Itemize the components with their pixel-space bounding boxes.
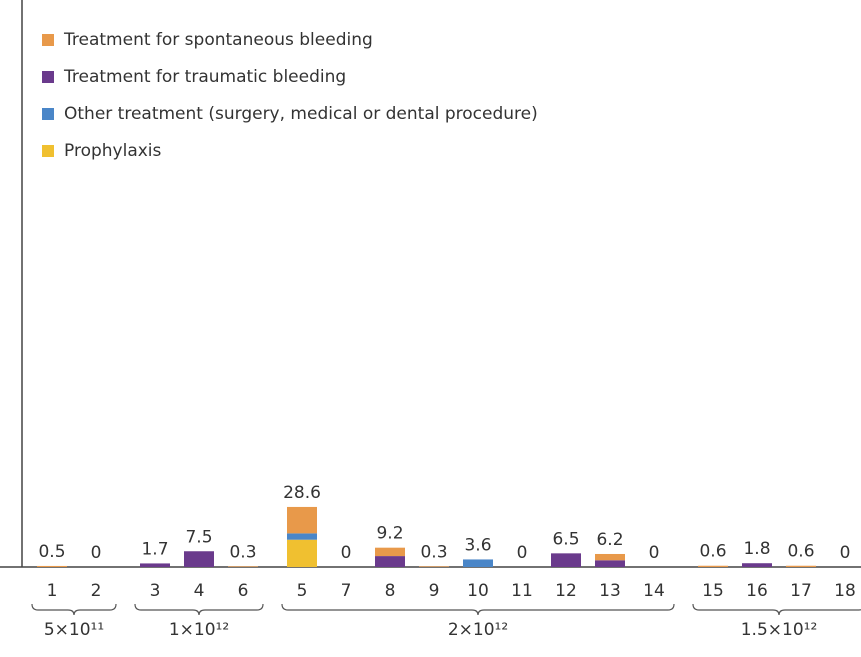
x-tick-label: 13: [599, 581, 621, 601]
legend-swatch: [42, 145, 54, 157]
data-label: 3.6: [464, 535, 491, 555]
x-tick-label: 3: [150, 581, 161, 601]
bar-segment: [287, 539, 317, 567]
legend-swatch: [42, 108, 54, 120]
group-label: 5×10¹¹: [44, 620, 104, 640]
bar-segment: [375, 556, 405, 567]
x-tick-label: 15: [702, 581, 724, 601]
x-tick-label: 9: [429, 581, 440, 601]
data-label: 0: [649, 543, 660, 563]
group-bracket: [134, 603, 264, 616]
x-tick-label: 4: [194, 581, 205, 601]
bar-segment: [287, 533, 317, 540]
bar-segment: [698, 565, 728, 567]
legend-label: Other treatment (surgery, medical or den…: [64, 104, 538, 124]
data-label: 0.6: [787, 542, 814, 562]
data-label: 0: [91, 543, 102, 563]
data-label: 0: [840, 543, 851, 563]
bar-segment: [419, 566, 449, 567]
data-label: 0.6: [699, 542, 726, 562]
x-tick-label: 11: [511, 581, 533, 601]
x-tick-label: 10: [467, 581, 489, 601]
bar-segment: [742, 563, 772, 567]
x-tick-label: 5: [297, 581, 308, 601]
bar-segment: [228, 566, 258, 567]
x-tick-label: 7: [341, 581, 352, 601]
bar-segment: [375, 547, 405, 557]
x-tick-label: 14: [643, 581, 665, 601]
data-label: 28.6: [283, 483, 321, 503]
data-label: 0.3: [229, 542, 256, 562]
data-label: 0: [341, 543, 352, 563]
x-tick-label: 18: [834, 581, 856, 601]
x-tick-label: 12: [555, 581, 577, 601]
x-tick-label: 6: [238, 581, 249, 601]
legend-label: Prophylaxis: [64, 141, 162, 161]
data-label: 0.5: [38, 542, 65, 562]
data-label: 0: [517, 543, 528, 563]
group-bracket: [281, 603, 675, 616]
legend-label: Treatment for spontaneous bleeding: [63, 30, 373, 50]
bar-segment: [595, 553, 625, 561]
data-label: 6.2: [596, 530, 623, 550]
legend-label: Treatment for traumatic bleeding: [63, 67, 346, 87]
legend-swatch: [42, 71, 54, 83]
bar-segment: [184, 551, 214, 567]
group-bracket: [692, 603, 861, 616]
bar-segment: [463, 559, 493, 567]
group-label: 1.5×10¹²: [741, 620, 818, 640]
data-label: 6.5: [552, 529, 579, 549]
group-label: 1×10¹²: [169, 620, 229, 640]
x-tick-label: 17: [790, 581, 812, 601]
bar-segment: [37, 565, 67, 567]
data-label: 1.8: [743, 539, 770, 559]
bar-segment: [140, 563, 170, 567]
data-label: 9.2: [376, 524, 403, 544]
bar-segment: [595, 560, 625, 567]
x-tick-label: 16: [746, 581, 768, 601]
group-label: 2×10¹²: [448, 620, 508, 640]
bar-segment: [551, 553, 581, 567]
bar-segment: [786, 565, 816, 567]
x-tick-label: 8: [385, 581, 396, 601]
bar-segment: [287, 506, 317, 534]
data-label: 7.5: [185, 527, 212, 547]
data-label: 1.7: [141, 539, 168, 559]
group-bracket: [31, 603, 117, 616]
legend-swatch: [42, 34, 54, 46]
data-label: 0.3: [420, 542, 447, 562]
x-tick-label: 2: [91, 581, 102, 601]
x-tick-label: 1: [47, 581, 58, 601]
